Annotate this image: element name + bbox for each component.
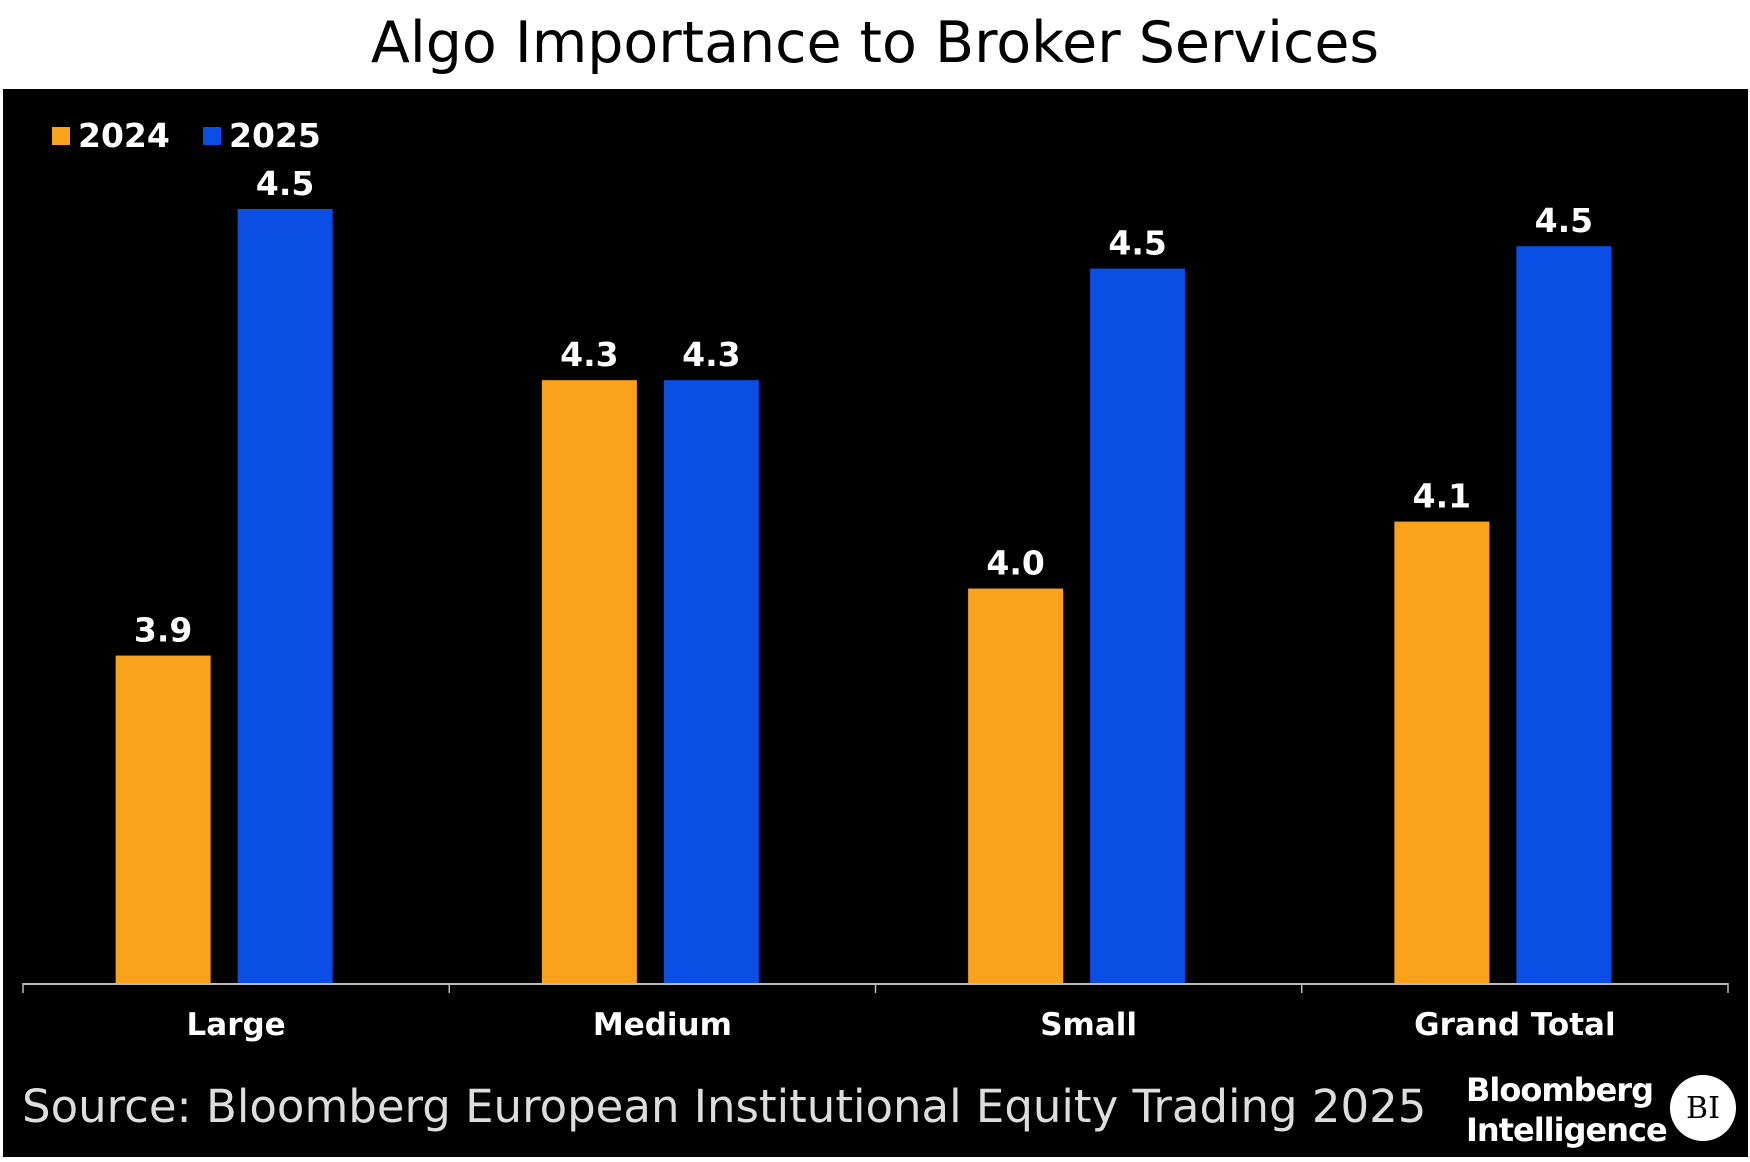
bi-logo-badge: BI bbox=[1670, 1075, 1736, 1141]
x-tick-label: Grand Total bbox=[1414, 1007, 1615, 1043]
data-label: 4.5 bbox=[256, 164, 314, 203]
legend-swatch-2024 bbox=[52, 126, 70, 145]
data-label: 4.5 bbox=[1108, 224, 1166, 263]
logo-line-2: Intelligence bbox=[1466, 1111, 1668, 1149]
bar-2025-medium bbox=[663, 380, 759, 983]
bar-2024-large bbox=[115, 655, 211, 983]
legend-label-2025: 2025 bbox=[229, 116, 321, 155]
legend-item-2024: 2024 bbox=[52, 116, 170, 155]
bar-2025-small bbox=[1090, 268, 1186, 983]
data-label: 4.3 bbox=[560, 335, 618, 374]
x-tick-label: Small bbox=[1040, 1007, 1137, 1043]
bar-2024-grand-total bbox=[1394, 521, 1490, 983]
data-label: 4.5 bbox=[1535, 201, 1593, 240]
x-tick-label: Large bbox=[187, 1007, 286, 1043]
legend-label-2024: 2024 bbox=[78, 116, 170, 155]
x-tick-label: Medium bbox=[593, 1007, 732, 1043]
source-note: Source: Bloomberg European Institutional… bbox=[22, 1080, 1427, 1133]
chart-title: Algo Importance to Broker Services bbox=[370, 10, 1380, 76]
bloomberg-intelligence-logo: Bloomberg Intelligence bbox=[1466, 1070, 1668, 1150]
data-label: 4.3 bbox=[682, 335, 740, 374]
legend-item-2025: 2025 bbox=[203, 116, 321, 155]
data-label: 4.1 bbox=[1413, 477, 1471, 516]
data-label: 4.0 bbox=[986, 544, 1044, 583]
bar-2024-medium bbox=[541, 380, 637, 983]
data-label: 3.9 bbox=[134, 611, 192, 650]
bar-2024-small bbox=[968, 588, 1064, 983]
legend-swatch-2025 bbox=[203, 126, 221, 145]
bar-2025-large bbox=[237, 209, 333, 983]
bar-2025-grand-total bbox=[1516, 246, 1612, 983]
logo-line-1: Bloomberg bbox=[1466, 1071, 1654, 1109]
